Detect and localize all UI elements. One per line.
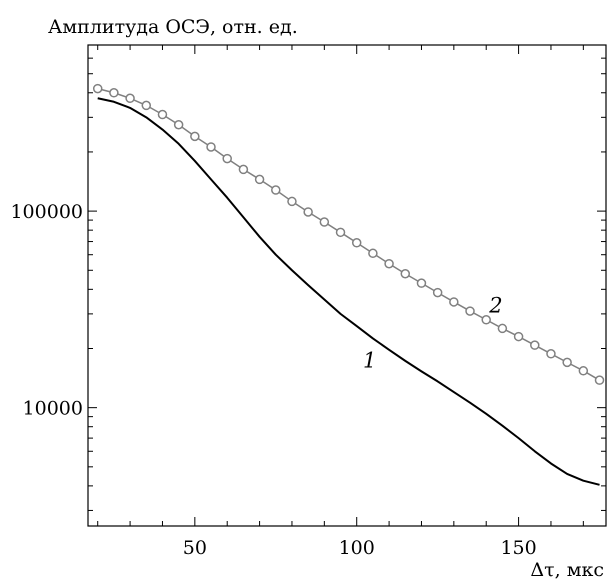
series-2-point (319, 217, 330, 227)
series-2-point (206, 142, 216, 152)
series-2-point (190, 131, 200, 142)
series-layer (92, 83, 605, 486)
series-2-point (141, 100, 152, 111)
y-tick-label: 100000 (10, 201, 83, 223)
series-2-point (222, 153, 232, 164)
series-2-point (449, 297, 459, 307)
x-tick-label: 100 (339, 537, 375, 559)
curve-labels: 12 (363, 293, 503, 372)
series-2-point (481, 315, 491, 325)
series-2-point (400, 269, 411, 279)
series-2-point (416, 278, 427, 288)
plot-frame (87, 44, 607, 527)
series-2-point (351, 238, 362, 248)
series-2-point (238, 164, 249, 175)
series-2-point (335, 227, 346, 238)
y-tick-label: 10000 (23, 398, 83, 420)
series-2-point (173, 120, 184, 130)
series-2-line (97, 87, 600, 381)
series-2-point (594, 375, 605, 385)
series-2-point (432, 287, 443, 298)
series-2-point (287, 196, 297, 207)
series-2-point (254, 174, 265, 185)
series-2-point (513, 331, 524, 342)
series-2-point (109, 88, 119, 98)
series-2-point (368, 248, 378, 259)
series-2-point (271, 185, 281, 195)
series-2-point (125, 93, 135, 104)
x-tick-label: 150 (500, 537, 536, 559)
curve-label-2: 2 (488, 293, 502, 317)
tick-labels: 50 100 150 10000 100000 (10, 201, 536, 559)
series-2-point (384, 258, 394, 269)
series-2-point (92, 83, 103, 94)
series-2-point (157, 109, 168, 120)
series-2-point (497, 323, 508, 334)
y-axis-label: Амплитуда ОСЭ, отн. ед. (48, 16, 298, 38)
tick-marks (88, 44, 606, 526)
series-2-point (530, 340, 540, 350)
series-2-point (546, 349, 556, 359)
curve-label-1: 1 (363, 349, 376, 373)
series-1-line (97, 97, 600, 486)
series-2-point (303, 207, 313, 217)
series-2-point (465, 306, 475, 316)
x-tick-label: 50 (183, 537, 207, 559)
x-axis-label: Δτ, мкс (530, 559, 604, 580)
series-2-point (578, 366, 589, 376)
series-2-point (562, 357, 572, 368)
